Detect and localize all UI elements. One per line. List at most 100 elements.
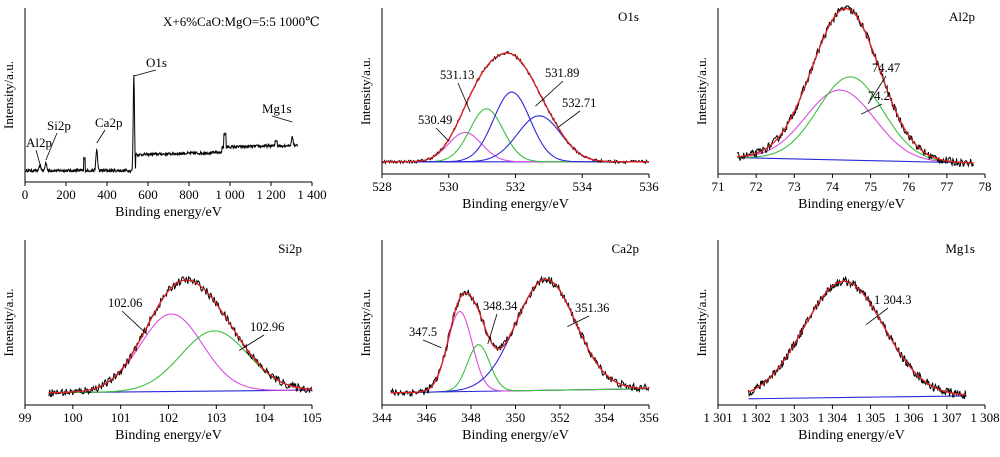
raw-spectrum bbox=[748, 275, 967, 399]
x-tick-label: 71 bbox=[712, 179, 725, 194]
panel-x-6-cao-mgo-5-5-1000: 0 200 400 600 800 1 000 1 200 1 400 Binding ener… bbox=[1, 8, 327, 220]
x-tick-label: 101 bbox=[111, 410, 131, 425]
panel-mg1s: 1 301 1 302 1 303 1 304 1 305 1 306 1 307 1 308… bbox=[694, 240, 1000, 443]
y-axis-label: Intensity/a.u. bbox=[694, 57, 709, 125]
y-axis-label: Intensity/a.u. bbox=[358, 289, 373, 357]
panel-title: Mg1s bbox=[945, 241, 975, 256]
panel-title: O1s bbox=[618, 9, 639, 24]
peak-label-si2p: Si2p bbox=[47, 118, 71, 133]
component-peak-0 bbox=[737, 89, 974, 164]
panel-title: Si2p bbox=[278, 241, 302, 256]
fitted-envelope bbox=[382, 52, 649, 163]
y-axis-label: Intensity/a.u. bbox=[1, 289, 16, 357]
x-tick-label: 350 bbox=[506, 410, 526, 425]
component-peak-0 bbox=[390, 310, 650, 394]
x-tick-label: 0 bbox=[22, 187, 29, 202]
x-axis-label: Binding energy/eV bbox=[462, 428, 569, 443]
raw-spectrum bbox=[48, 275, 313, 397]
panel-al2p: 71 72 73 74 75 76 77 78 Binding energy/eV Intensi… bbox=[694, 5, 992, 212]
peak-annotation: 74.2 bbox=[868, 89, 890, 103]
x-tick-label: 1 305 bbox=[856, 410, 885, 425]
x-tick-label: 74 bbox=[826, 179, 840, 194]
annotation-leader bbox=[457, 82, 471, 112]
x-tick-label: 600 bbox=[138, 187, 158, 202]
x-axis-label: Binding energy/eV bbox=[798, 428, 905, 443]
x-tick-label: 77 bbox=[940, 179, 954, 194]
x-tick-label: 534 bbox=[573, 179, 593, 194]
x-tick-label: 72 bbox=[750, 179, 763, 194]
peak-leader bbox=[133, 69, 157, 77]
x-tick-label: 1 400 bbox=[297, 187, 326, 202]
raw-spectrum bbox=[736, 5, 975, 168]
x-tick-label: 400 bbox=[97, 187, 117, 202]
x-tick-label: 1 303 bbox=[780, 410, 809, 425]
x-tick-label: 352 bbox=[550, 410, 570, 425]
fitted-envelope bbox=[737, 7, 974, 164]
x-tick-label: 103 bbox=[207, 410, 227, 425]
x-tick-label: 76 bbox=[902, 179, 916, 194]
peak-annotation: 74.47 bbox=[872, 61, 900, 75]
component-peak-1 bbox=[48, 330, 313, 394]
x-tick-label: 104 bbox=[254, 410, 274, 425]
component-peak-0 bbox=[748, 280, 966, 396]
peak-label-ca2p: Ca2p bbox=[95, 115, 122, 130]
x-tick-label: 78 bbox=[979, 179, 992, 194]
peak-annotation: 1 304.3 bbox=[874, 293, 912, 307]
x-tick-label: 105 bbox=[302, 410, 322, 425]
y-axis-label: Intensity/a.u. bbox=[358, 57, 373, 125]
annotation-leader bbox=[860, 103, 883, 115]
panel-o1s: 528 530 532 534 536 Binding energy/eV Intensit… bbox=[358, 8, 659, 212]
panel-ca2p: 344 346 348 350 352 354 356 Binding energy/eV In… bbox=[358, 240, 659, 443]
survey-spectrum bbox=[25, 74, 299, 174]
annotation-leader bbox=[567, 315, 590, 328]
x-tick-label: 528 bbox=[372, 179, 392, 194]
annotation-leader bbox=[121, 310, 147, 335]
x-tick-label: 1 307 bbox=[932, 410, 962, 425]
x-tick-label: 346 bbox=[417, 410, 437, 425]
x-tick-label: 356 bbox=[639, 410, 659, 425]
peak-annotation: 532.71 bbox=[562, 96, 596, 110]
fitted-envelope bbox=[748, 280, 966, 396]
fitted-envelope bbox=[48, 279, 313, 394]
annotation-leader bbox=[557, 110, 581, 129]
x-tick-label: 1 200 bbox=[256, 187, 285, 202]
annotation-leader bbox=[865, 307, 889, 326]
peak-label-o1s: O1s bbox=[146, 55, 167, 70]
raw-spectrum bbox=[381, 50, 650, 165]
peak-annotation: 102.96 bbox=[250, 320, 284, 334]
annotation-leader bbox=[867, 75, 887, 104]
x-tick-label: 530 bbox=[439, 179, 459, 194]
y-axis-label: Intensity/a.u. bbox=[1, 61, 16, 129]
x-axis-label: Binding energy/eV bbox=[115, 428, 222, 443]
x-tick-label: 532 bbox=[506, 179, 526, 194]
peak-annotation: 102.06 bbox=[108, 296, 142, 310]
y-axis-label: Intensity/a.u. bbox=[694, 289, 709, 357]
peak-label-al2p: Al2p bbox=[26, 135, 52, 150]
x-tick-label: 1 304 bbox=[818, 410, 848, 425]
peak-leader bbox=[45, 132, 58, 161]
x-tick-label: 1 308 bbox=[970, 410, 999, 425]
x-tick-label: 536 bbox=[639, 179, 659, 194]
peak-annotation: 531.13 bbox=[440, 68, 474, 82]
annotation-leader bbox=[435, 127, 449, 142]
panel-si2p: 99 100 101 102 103 104 105 Binding energy/eV Int… bbox=[1, 240, 322, 443]
x-tick-label: 1 000 bbox=[215, 187, 244, 202]
x-axis-label: Binding energy/eV bbox=[115, 205, 222, 220]
x-axis-label: Binding energy/eV bbox=[462, 197, 569, 212]
peak-annotation: 348.34 bbox=[483, 299, 518, 313]
panel-title: Al2p bbox=[949, 9, 975, 24]
x-tick-label: 354 bbox=[595, 410, 615, 425]
baseline-line bbox=[748, 395, 966, 400]
annotation-leader bbox=[238, 334, 265, 351]
x-tick-label: 344 bbox=[372, 410, 392, 425]
component-peak-1 bbox=[737, 76, 974, 164]
x-tick-label: 200 bbox=[56, 187, 76, 202]
fitted-envelope bbox=[390, 278, 649, 394]
x-tick-label: 75 bbox=[864, 179, 877, 194]
peak-leader bbox=[271, 115, 293, 123]
x-tick-label: 1 306 bbox=[894, 410, 924, 425]
x-tick-label: 73 bbox=[788, 179, 801, 194]
annotation-leader bbox=[535, 80, 564, 107]
x-tick-label: 800 bbox=[179, 187, 199, 202]
